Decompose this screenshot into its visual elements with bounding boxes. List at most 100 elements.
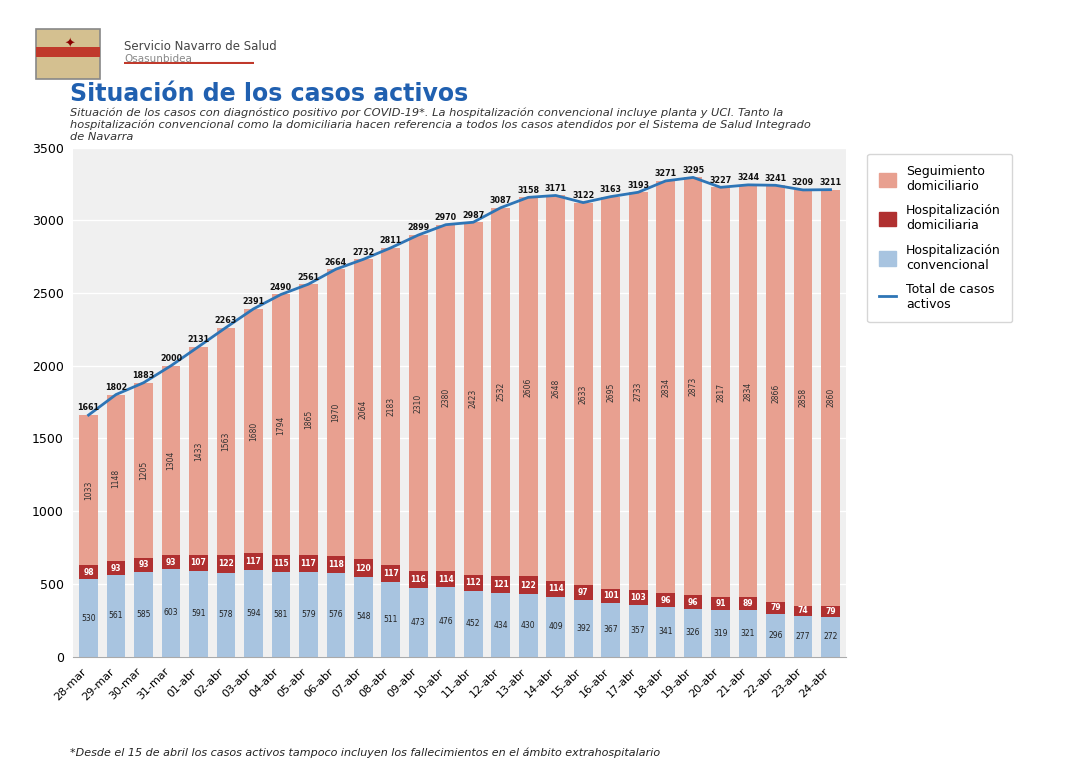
Bar xyxy=(602,588,620,603)
Bar xyxy=(134,383,153,558)
Bar xyxy=(189,570,207,657)
Bar xyxy=(464,574,483,591)
Bar xyxy=(602,197,620,588)
Bar xyxy=(794,190,812,605)
Text: 3087: 3087 xyxy=(489,196,512,205)
Bar xyxy=(189,555,207,570)
Text: 3171: 3171 xyxy=(544,184,567,193)
Bar xyxy=(217,327,235,555)
Bar xyxy=(739,610,757,657)
Text: 118: 118 xyxy=(328,559,343,569)
Bar xyxy=(712,187,730,597)
Bar xyxy=(573,600,593,657)
Text: 1205: 1205 xyxy=(139,461,148,480)
Text: 1661: 1661 xyxy=(78,403,99,413)
Bar xyxy=(518,577,538,594)
Text: 2064: 2064 xyxy=(359,399,368,419)
Bar xyxy=(712,610,730,657)
Bar xyxy=(244,553,262,570)
Bar xyxy=(162,366,180,556)
Text: 434: 434 xyxy=(494,621,508,629)
Text: 74: 74 xyxy=(798,606,808,615)
Text: 3271: 3271 xyxy=(654,169,677,178)
Text: 326: 326 xyxy=(686,629,700,637)
Bar xyxy=(657,593,675,607)
Bar xyxy=(464,591,483,657)
Bar xyxy=(491,594,510,657)
Text: 2263: 2263 xyxy=(215,316,238,325)
Text: 122: 122 xyxy=(521,580,536,590)
Text: 1433: 1433 xyxy=(194,441,203,461)
Text: 101: 101 xyxy=(603,591,619,601)
Text: 121: 121 xyxy=(492,580,509,589)
Text: 120: 120 xyxy=(355,563,372,573)
Text: 2391: 2391 xyxy=(242,298,265,306)
Text: 581: 581 xyxy=(273,610,288,618)
Bar xyxy=(107,395,125,562)
Text: 473: 473 xyxy=(411,618,426,627)
Bar xyxy=(162,569,180,657)
Bar xyxy=(326,573,346,657)
Text: 122: 122 xyxy=(218,559,234,568)
Bar xyxy=(162,556,180,569)
Text: 530: 530 xyxy=(81,614,96,622)
Bar xyxy=(271,556,291,572)
Bar xyxy=(189,347,207,555)
Bar xyxy=(739,597,757,610)
Text: 2561: 2561 xyxy=(297,273,320,281)
Text: 1680: 1680 xyxy=(248,421,258,441)
Text: 3244: 3244 xyxy=(737,173,759,183)
Bar xyxy=(546,597,565,657)
Bar xyxy=(107,575,125,657)
Text: 476: 476 xyxy=(438,618,454,626)
Text: 1802: 1802 xyxy=(105,383,127,392)
Text: 1563: 1563 xyxy=(221,431,230,451)
Text: 2131: 2131 xyxy=(188,335,210,344)
Text: 277: 277 xyxy=(796,632,810,641)
Text: 1304: 1304 xyxy=(166,451,175,470)
Text: 93: 93 xyxy=(138,560,149,570)
Text: 579: 579 xyxy=(301,610,315,619)
Bar xyxy=(684,609,702,657)
Bar xyxy=(354,577,373,657)
Bar xyxy=(326,556,346,573)
Text: 561: 561 xyxy=(109,611,123,620)
Bar xyxy=(766,602,785,614)
Bar xyxy=(381,565,401,582)
Bar xyxy=(766,614,785,657)
Bar xyxy=(436,571,455,587)
Bar xyxy=(657,607,675,657)
Text: 2987: 2987 xyxy=(462,211,485,220)
Text: 2866: 2866 xyxy=(771,384,780,403)
Text: 3211: 3211 xyxy=(820,178,841,187)
Text: 3158: 3158 xyxy=(517,186,539,195)
Text: 107: 107 xyxy=(190,559,206,567)
Text: 392: 392 xyxy=(576,624,591,632)
Text: 357: 357 xyxy=(631,626,646,635)
Text: 93: 93 xyxy=(165,558,176,566)
Bar xyxy=(657,181,675,593)
Bar xyxy=(244,309,262,553)
Text: 93: 93 xyxy=(111,564,121,573)
Bar xyxy=(299,573,318,657)
Bar xyxy=(684,177,702,595)
Bar xyxy=(573,203,593,585)
Text: 3193: 3193 xyxy=(627,181,649,190)
Text: Servicio Navarro de Salud: Servicio Navarro de Salud xyxy=(124,40,276,54)
Text: 367: 367 xyxy=(604,625,618,634)
Text: 3163: 3163 xyxy=(599,185,622,194)
Bar xyxy=(821,605,840,617)
Bar xyxy=(79,580,98,657)
Bar xyxy=(79,565,98,580)
Bar xyxy=(134,558,153,572)
Text: ✦: ✦ xyxy=(65,37,76,51)
Text: 2834: 2834 xyxy=(744,382,753,400)
Bar xyxy=(299,556,318,573)
Text: 2183: 2183 xyxy=(387,397,395,416)
Bar xyxy=(409,571,428,587)
Text: 114: 114 xyxy=(548,584,564,594)
Bar xyxy=(436,587,455,657)
Bar xyxy=(79,415,98,565)
Bar xyxy=(271,572,291,657)
Text: 96: 96 xyxy=(688,598,699,607)
